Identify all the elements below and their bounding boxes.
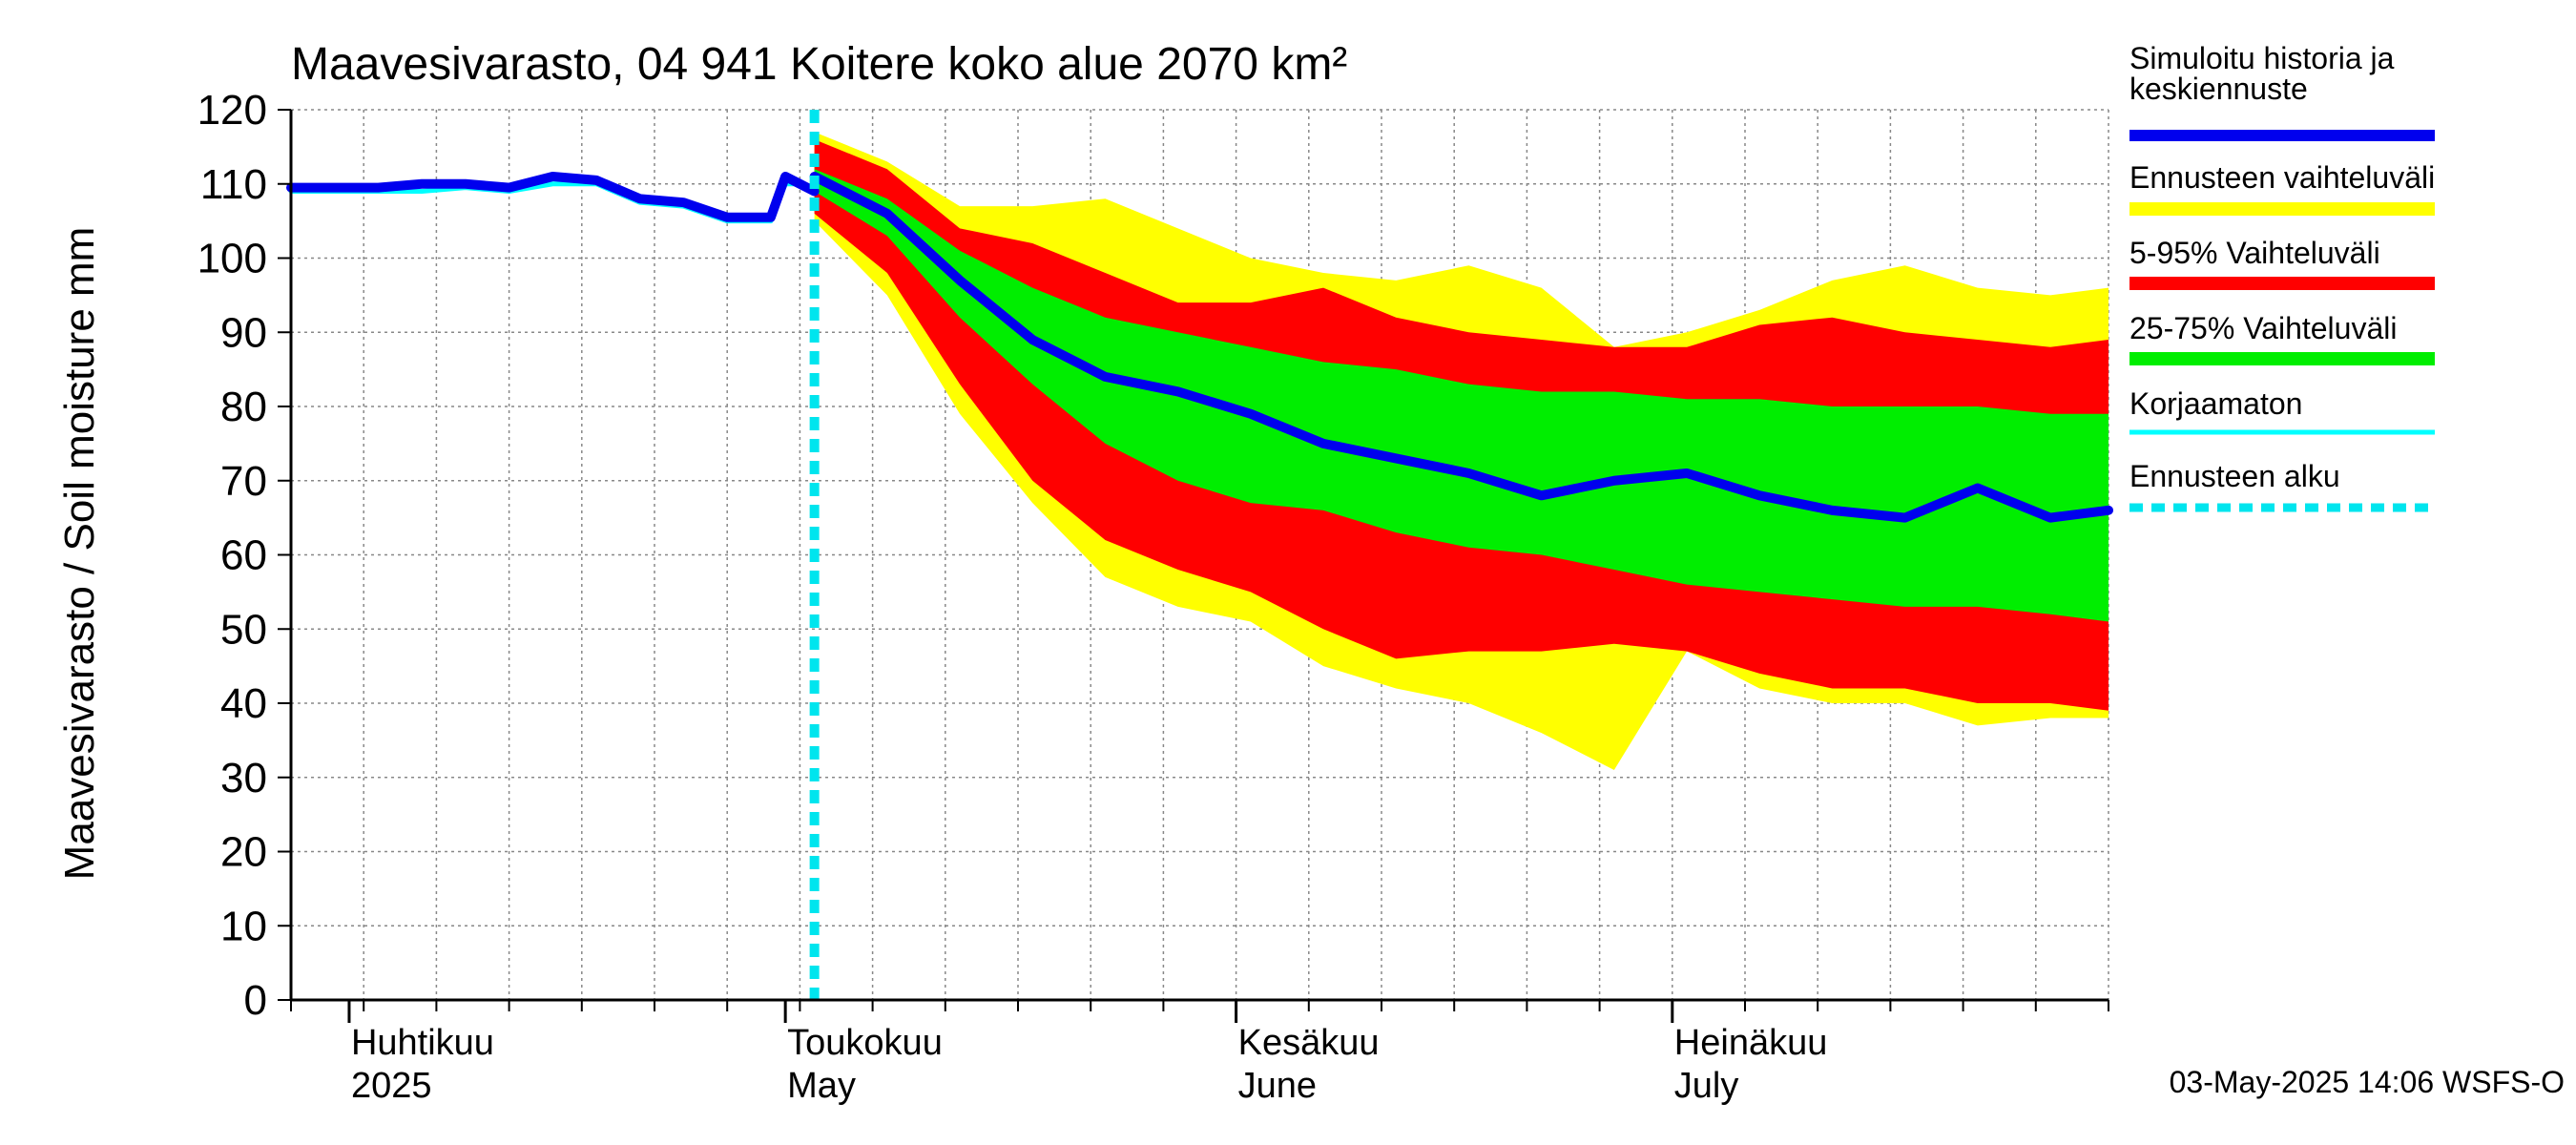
chart-title: Maavesivarasto, 04 941 Koitere koko alue…: [291, 39, 1347, 90]
month-label-fi: Toukokuu: [787, 1023, 943, 1063]
band-25-75-area: [814, 169, 2109, 622]
month-label-fi: Heinäkuu: [1674, 1023, 1828, 1063]
legend-label: Korjaamaton: [2129, 386, 2302, 421]
month-label-en: May: [787, 1066, 856, 1106]
bands: [814, 132, 2109, 770]
y-tick-label: 110: [200, 161, 267, 208]
y-tick-label: 50: [220, 606, 267, 653]
y-tick-label: 30: [220, 755, 267, 802]
month-label-fi: Huhtikuu: [351, 1023, 494, 1063]
month-label-fi: Kesäkuu: [1238, 1023, 1380, 1063]
legend-label: Ennusteen alku: [2129, 459, 2340, 493]
y-tick-label: 20: [220, 829, 267, 876]
y-axis-label: Maavesivarasto / Soil moisture mm: [56, 227, 103, 881]
axes: [278, 109, 2109, 1023]
y-tick-label: 10: [220, 903, 267, 949]
y-tick-label: 60: [220, 532, 267, 579]
y-tick-label: 40: [220, 680, 267, 727]
simulated-history-line: [286, 171, 820, 222]
y-tick-label: 90: [220, 309, 267, 356]
lines: [286, 110, 2113, 1000]
y-tick-label: 70: [220, 458, 267, 505]
forecast-median-line: [809, 171, 2113, 523]
legend-label: keskiennuste: [2129, 72, 2308, 106]
y-ticks: 0 10 20 30 40 50 60 70 80 90 100 110 120: [197, 87, 267, 1024]
month-label-en: July: [1674, 1066, 1739, 1106]
legend-label: Ennusteen vaihteluväli: [2129, 160, 2435, 195]
month-label-en: 2025: [351, 1066, 432, 1106]
footer-timestamp: 03-May-2025 14:06 WSFS-O: [2170, 1065, 2565, 1099]
legend-label: 5-95% Vaihteluväli: [2129, 236, 2380, 270]
y-tick-label: 80: [220, 384, 267, 430]
month-label-en: June: [1238, 1066, 1317, 1106]
legend-label: 25-75% Vaihteluväli: [2129, 311, 2397, 345]
y-tick-label: 120: [197, 87, 267, 134]
y-tick-label: 0: [244, 977, 267, 1024]
y-tick-label: 100: [197, 236, 267, 282]
legend-label: Simuloitu historia ja: [2129, 41, 2395, 75]
